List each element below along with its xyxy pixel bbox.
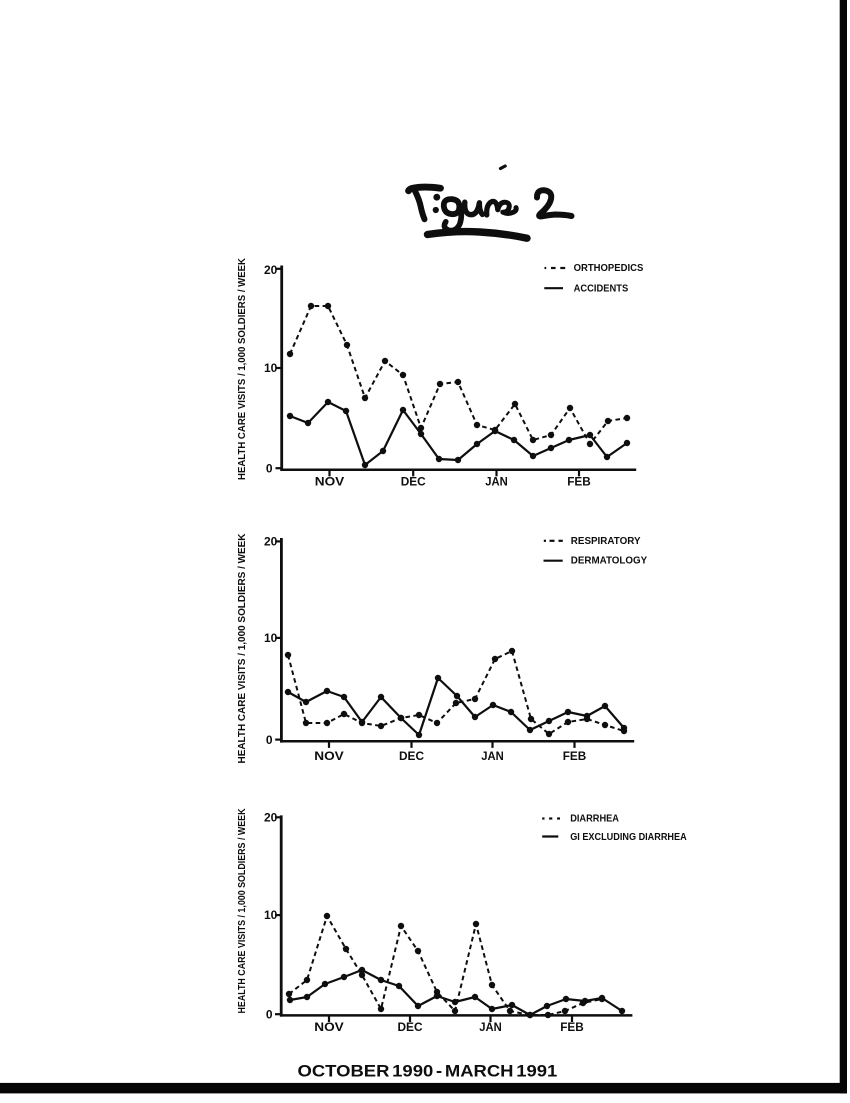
svg-text:ORTHOPEDICS: ORTHOPEDICS [574, 263, 644, 274]
svg-text:10: 10 [264, 908, 278, 922]
svg-text:0: 0 [266, 733, 273, 747]
svg-text:20: 20 [264, 810, 278, 824]
svg-text:20: 20 [264, 263, 278, 277]
svg-text:FEB: FEB [563, 749, 587, 763]
svg-text:ACCIDENTS: ACCIDENTS [574, 283, 629, 294]
svg-text:JAN: JAN [485, 475, 508, 489]
svg-text:0: 0 [266, 1007, 273, 1021]
svg-text:OCTOBER 1990 - MARCH 1991: OCTOBER 1990 - MARCH 1991 [298, 1061, 558, 1080]
svg-text:10: 10 [264, 361, 278, 375]
svg-text:NOV: NOV [314, 749, 344, 763]
svg-text:JAN: JAN [479, 1020, 502, 1034]
svg-text:FEB: FEB [567, 475, 591, 489]
svg-text:FEB: FEB [560, 1020, 584, 1034]
svg-text:RESPIRATORY: RESPIRATORY [571, 536, 641, 547]
svg-text:DIARRHEA: DIARRHEA [570, 814, 619, 825]
svg-text:NOV: NOV [314, 1020, 344, 1034]
svg-text:0: 0 [266, 461, 273, 475]
svg-text:DEC: DEC [398, 1020, 423, 1034]
svg-text:JAN: JAN [481, 749, 504, 763]
svg-text:DERMATOLOGY: DERMATOLOGY [571, 556, 648, 567]
svg-text:HEALTH CARE VISITS / 1,000 SOL: HEALTH CARE VISITS / 1,000 SOLDIERS / WE… [237, 533, 248, 764]
svg-text:GI EXCLUDING DIARRHEA: GI EXCLUDING DIARRHEA [570, 832, 687, 843]
svg-text:20: 20 [264, 534, 278, 548]
svg-text:10: 10 [264, 631, 278, 645]
svg-text:NOV: NOV [315, 475, 345, 489]
svg-text:HEALTH CARE VISITS / 1,000 SOL: HEALTH CARE VISITS / 1,000 SOLDIERS / WE… [237, 257, 248, 480]
svg-text:DEC: DEC [399, 749, 424, 763]
svg-text:HEALTH CARE VISITS / 1,000 SOL: HEALTH CARE VISITS / 1,000 SOLDIERS / WE… [237, 808, 248, 1014]
svg-text:DEC: DEC [401, 475, 426, 489]
